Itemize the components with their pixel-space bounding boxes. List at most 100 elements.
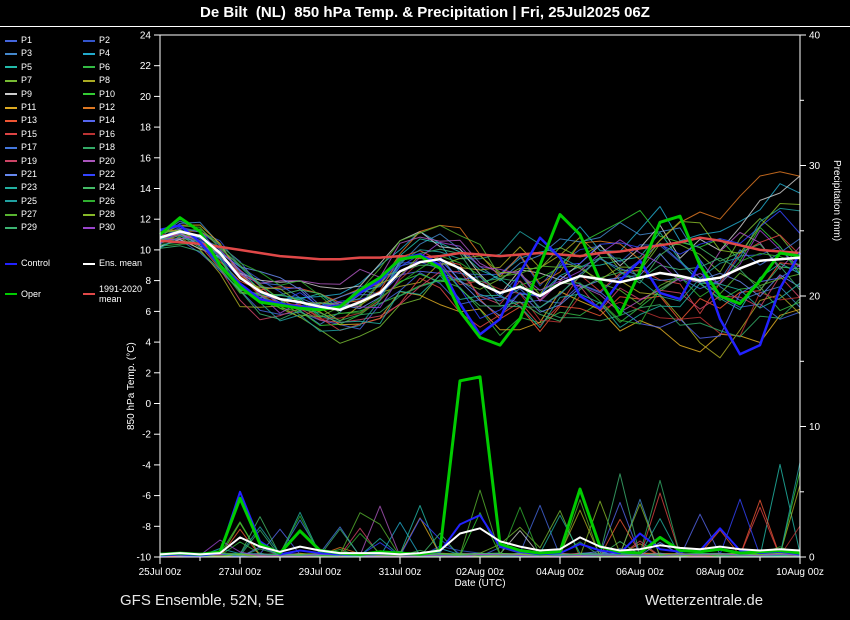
- legend-item-control: Control: [5, 257, 83, 270]
- title-underline: [0, 26, 850, 27]
- legend-item: P15: [5, 128, 83, 141]
- member-label: P1: [21, 35, 33, 45]
- svg-text:29Jul 00z: 29Jul 00z: [299, 567, 342, 578]
- temp-axis-title: 850 hPa Temp. (°C): [126, 342, 137, 430]
- legend-item: P10: [83, 88, 157, 101]
- member-color-swatch: [83, 39, 95, 42]
- svg-text:0: 0: [809, 553, 815, 564]
- legend-item: P22: [83, 168, 157, 181]
- member-color-swatch: [83, 146, 95, 149]
- x-axis-title: Date (UTC): [454, 578, 506, 589]
- legend-item-oper: Oper: [5, 288, 83, 301]
- svg-text:25Jul 00z: 25Jul 00z: [139, 567, 182, 578]
- member-color-swatch: [83, 200, 95, 203]
- member-color-swatch: [5, 79, 17, 82]
- member-color-swatch: [5, 93, 17, 96]
- member-color-swatch: [5, 106, 17, 109]
- member-label: P10: [99, 88, 116, 99]
- member-label: P13: [21, 115, 38, 126]
- chart-title: De Bilt (NL) 850 hPa Temp. & Precipitati…: [200, 4, 650, 21]
- member-color-swatch: [83, 186, 95, 189]
- member-label: P15: [21, 128, 38, 139]
- member-label: P23: [21, 182, 38, 193]
- member-label: P3: [21, 48, 33, 59]
- svg-text:-2: -2: [142, 430, 151, 441]
- member-label: P30: [99, 222, 116, 233]
- svg-text:16: 16: [140, 153, 152, 164]
- member-color-swatch: [5, 186, 17, 189]
- member-color-swatch: [5, 133, 17, 136]
- footer-model-label: GFS Ensemble, 52N, 5E: [120, 592, 285, 609]
- legend-item-ens-mean: Ens. mean: [83, 257, 157, 270]
- legend-item: P23: [5, 181, 83, 194]
- member-color-swatch: [83, 133, 95, 136]
- member-label: P22: [99, 168, 116, 179]
- member-label: P9: [21, 88, 33, 99]
- svg-text:02Aug 00z: 02Aug 00z: [456, 567, 504, 578]
- member-color-swatch: [5, 200, 17, 203]
- legend-item: P21: [5, 168, 83, 181]
- svg-text:-6: -6: [142, 491, 151, 502]
- legend-item: P13: [5, 114, 83, 127]
- oper-label: Oper: [21, 288, 42, 299]
- member-color-swatch: [5, 39, 17, 42]
- member-color-swatch: [5, 227, 17, 230]
- svg-text:-10: -10: [137, 553, 152, 564]
- legend-item: P3: [5, 47, 83, 60]
- legend-item: P30: [83, 221, 157, 234]
- member-label: P4: [99, 48, 111, 59]
- ens-mean-label: Ens. mean: [99, 257, 143, 268]
- member-label: P2: [99, 35, 111, 45]
- member-label: P21: [21, 168, 38, 179]
- svg-text:10Aug 00z: 10Aug 00z: [776, 567, 824, 578]
- svg-text:40: 40: [809, 31, 821, 42]
- legend-item-clim: 1991-2020 mean: [83, 284, 157, 304]
- member-label: P12: [99, 101, 116, 112]
- member-color-swatch: [83, 173, 95, 176]
- legend-item: P20: [83, 155, 157, 168]
- member-color-swatch: [83, 106, 95, 109]
- legend-oper-row: Oper 1991-2020 mean: [5, 284, 157, 304]
- svg-text:20: 20: [140, 92, 152, 103]
- member-label: P5: [21, 61, 33, 72]
- legend-item: P1: [5, 34, 83, 47]
- member-label: P19: [21, 155, 38, 166]
- legend-control-row: Control Ens. mean: [5, 257, 157, 270]
- member-color-swatch: [83, 53, 95, 56]
- svg-text:18: 18: [140, 123, 152, 134]
- legend-item: P2: [83, 34, 157, 47]
- control-color-swatch: [5, 262, 17, 265]
- oper-color-swatch: [5, 293, 17, 296]
- member-color-swatch: [83, 79, 95, 82]
- member-color-swatch: [5, 160, 17, 163]
- member-label: P8: [99, 75, 111, 86]
- legend-panel: P1 P2 P3 P4 P5 P6 P7 P8 P9 P10 P11 P12 P13 P14 P15 P16 P…: [5, 34, 157, 304]
- ens-mean-color-swatch: [83, 262, 95, 265]
- legend-item: P16: [83, 128, 157, 141]
- svg-text:-4: -4: [142, 460, 151, 471]
- clim-color-swatch: [83, 293, 95, 296]
- member-label: P24: [99, 182, 116, 193]
- member-color-swatch: [5, 120, 17, 123]
- control-label: Control: [21, 257, 51, 268]
- member-color-swatch: [5, 173, 17, 176]
- member-label: P11: [21, 101, 37, 112]
- member-label: P20: [99, 155, 116, 166]
- member-color-swatch: [5, 213, 17, 216]
- legend-item: P18: [83, 141, 157, 154]
- member-color-swatch: [5, 66, 17, 69]
- svg-text:6: 6: [145, 307, 151, 318]
- svg-text:24: 24: [140, 31, 152, 42]
- clim-label: 1991-2020 mean: [99, 284, 143, 305]
- svg-text:-8: -8: [142, 522, 151, 533]
- legend-item: P19: [5, 155, 83, 168]
- svg-text:30: 30: [809, 161, 821, 172]
- member-label: P29: [21, 222, 38, 233]
- precip-axis-title: Precipitation (mm): [831, 160, 842, 242]
- member-color-swatch: [83, 227, 95, 230]
- member-label: P17: [21, 142, 38, 153]
- footer-site-label: Wetterzentrale.de: [645, 592, 764, 609]
- legend-item: P12: [83, 101, 157, 114]
- svg-text:12: 12: [140, 215, 152, 226]
- member-color-swatch: [5, 53, 17, 56]
